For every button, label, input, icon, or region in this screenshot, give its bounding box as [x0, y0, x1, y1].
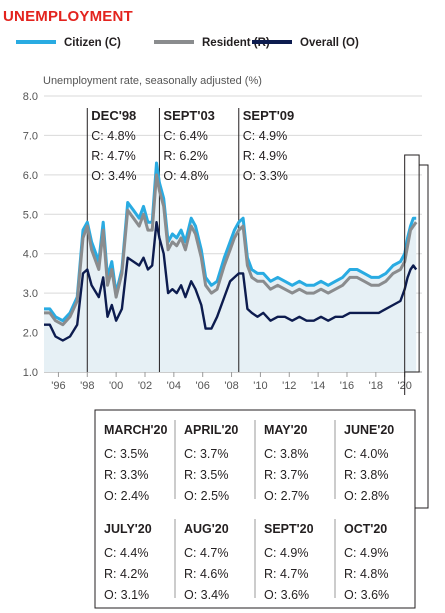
x-tick-label: '16 — [340, 380, 354, 392]
annotation-value: O: 4.8% — [163, 169, 208, 183]
x-tick-label: '00 — [109, 380, 123, 392]
y-tick-label: 1.0 — [23, 367, 38, 379]
panel-month: AUG'20 — [184, 522, 229, 536]
panel-value: R: 4.2% — [104, 567, 148, 581]
area-fill — [44, 163, 417, 372]
legend: Citizen (C) Resident (R) Overall (O) — [16, 37, 359, 49]
y-tick-label: 7.0 — [23, 130, 38, 142]
y-axis-title: Unemployment rate, seasonally adjusted (… — [43, 75, 262, 87]
panel-month: APRIL'20 — [184, 423, 238, 437]
panel-value: O: 2.4% — [104, 489, 149, 503]
panel-value: O: 3.6% — [264, 588, 309, 602]
series-lines — [44, 161, 418, 342]
panel-value: R: 4.7% — [264, 567, 308, 581]
panel-value: O: 2.5% — [184, 489, 229, 503]
panel-month: SEPT'20 — [264, 522, 314, 536]
y-tick-label: 8.0 — [23, 91, 38, 103]
panel-value: R: 4.8% — [344, 567, 388, 581]
panel-value: R: 3.8% — [344, 468, 388, 482]
panel-value: O: 3.6% — [344, 588, 389, 602]
panel-value: O: 2.8% — [344, 489, 389, 503]
highlight-2020 — [404, 154, 429, 509]
series-line-citizen — [44, 161, 417, 323]
monthly-panel: MARCH'20 C: 3.5% R: 3.3% O: 2.4% APRIL'20 C: … — [94, 409, 416, 609]
series-line-overall — [44, 220, 418, 342]
legend-label-overall: Overall (O) — [300, 37, 359, 49]
annotation-head: SEPT'09 — [243, 108, 295, 123]
y-ticks: 1.0 2.0 3.0 4.0 5.0 6.0 7.0 8.0 — [23, 91, 38, 379]
panel-value: O: 2.7% — [264, 489, 309, 503]
x-tick-label: '18 — [369, 380, 383, 392]
annotation-value: R: 4.7% — [91, 149, 135, 163]
annotation-value: O: 3.4% — [91, 169, 136, 183]
panel-month: MARCH'20 — [104, 423, 167, 437]
x-tick-label: '04 — [167, 380, 181, 392]
panel-value: R: 4.6% — [184, 567, 228, 581]
area-under-citizen — [44, 163, 417, 372]
panel-value: C: 3.8% — [264, 447, 308, 461]
x-ticks: '96'98'00'02'04'06'08'10'12'14'16'18'20 — [51, 372, 412, 392]
x-tick-label: '96 — [51, 380, 65, 392]
x-tick-label: '98 — [80, 380, 94, 392]
annotations: DEC'98 C: 4.8% R: 4.7% O: 3.4% SEPT'03 C: 6.4… — [91, 108, 294, 183]
y-tick-label: 2.0 — [23, 328, 38, 340]
panel-value: C: 4.9% — [344, 546, 388, 560]
highlight-box — [404, 154, 420, 373]
panel-value: C: 3.7% — [184, 447, 228, 461]
panel-value: C: 4.9% — [264, 546, 308, 560]
annotation-value: O: 3.3% — [243, 169, 288, 183]
x-tick-label: '02 — [138, 380, 152, 392]
panel-value: R: 3.7% — [264, 468, 308, 482]
x-tick-label: '08 — [224, 380, 238, 392]
series-line-resident — [44, 173, 418, 327]
y-tick-label: 6.0 — [23, 170, 38, 182]
panel-value: R: 3.3% — [104, 468, 148, 482]
annotation-value: C: 6.4% — [163, 129, 207, 143]
panel-month: JUNE'20 — [344, 423, 394, 437]
panel-month: OCT'20 — [344, 522, 387, 536]
annotation-value: C: 4.8% — [91, 129, 135, 143]
x-tick-label: '10 — [253, 380, 267, 392]
legend-label-citizen: Citizen (C) — [64, 37, 121, 49]
panel-value: C: 4.0% — [344, 447, 388, 461]
y-tick-label: 3.0 — [23, 288, 38, 300]
chart-title: UNEMPLOYMENT — [3, 8, 133, 25]
panel-value: C: 4.4% — [104, 546, 148, 560]
y-tick-label: 4.0 — [23, 249, 38, 261]
x-tick-label: '14 — [311, 380, 325, 392]
panel-value: C: 4.7% — [184, 546, 228, 560]
annotation-head: DEC'98 — [91, 108, 136, 123]
annotation-value: R: 4.9% — [243, 149, 287, 163]
panel-value: O: 3.4% — [184, 588, 229, 602]
x-tick-label: '06 — [196, 380, 210, 392]
annotation-value: R: 6.2% — [163, 149, 207, 163]
highlight-connector — [414, 164, 429, 509]
panel-month: MAY'20 — [264, 423, 308, 437]
panel-month: JULY'20 — [104, 522, 152, 536]
annotation-value: C: 4.9% — [243, 129, 287, 143]
y-tick-label: 5.0 — [23, 209, 38, 221]
annotation-head: SEPT'03 — [163, 108, 215, 123]
panel-value: R: 3.5% — [184, 468, 228, 482]
x-tick-label: '12 — [282, 380, 296, 392]
panel-value: O: 3.1% — [104, 588, 149, 602]
panel-value: C: 3.5% — [104, 447, 148, 461]
